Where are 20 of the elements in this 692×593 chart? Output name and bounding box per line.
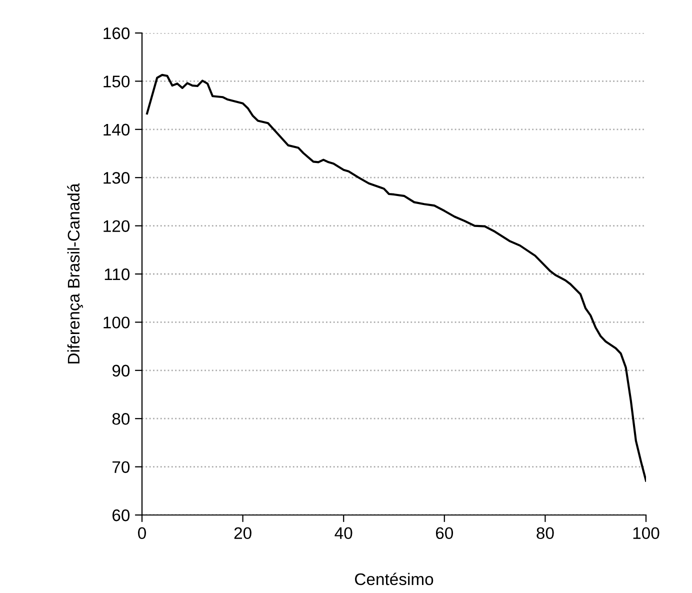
x-tick-label: 100	[633, 527, 660, 540]
x-axis-title: Centésimo	[355, 572, 434, 586]
y-tick-label: 70	[112, 461, 130, 474]
y-tick-label: 110	[104, 268, 130, 280]
y-tick-label: 100	[104, 316, 130, 328]
y-axis-title: Diferença Brasil-Canadá	[67, 183, 83, 364]
y-tick-label: 90	[112, 364, 130, 377]
y-tick-label: 160	[104, 27, 130, 40]
y-tick-label: 80	[112, 413, 130, 425]
x-tick-label: 20	[234, 527, 252, 540]
y-tick-label: 130	[104, 172, 130, 184]
y-tick-label: 140	[104, 124, 130, 136]
x-tick-label: 0	[138, 527, 146, 540]
x-tick-label: 80	[536, 527, 554, 540]
x-tick-label: 60	[436, 527, 454, 540]
y-tick-label: 150	[104, 76, 130, 88]
y-tick-label: 60	[112, 509, 130, 522]
line-series	[146, 74, 646, 482]
x-tick-label: 40	[334, 527, 352, 540]
y-tick-label: 120	[104, 220, 130, 232]
